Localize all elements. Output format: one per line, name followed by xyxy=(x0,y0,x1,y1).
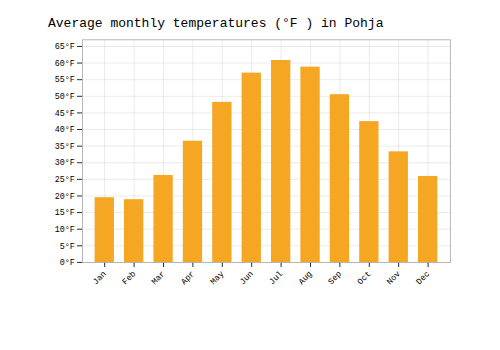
svg-text:55°F: 55°F xyxy=(55,75,75,85)
svg-text:Nov: Nov xyxy=(385,269,403,287)
svg-text:60°F: 60°F xyxy=(55,59,75,69)
svg-text:Sep: Sep xyxy=(326,269,344,287)
svg-text:65°F: 65°F xyxy=(55,42,75,52)
svg-text:May: May xyxy=(209,269,227,287)
svg-text:Jun: Jun xyxy=(238,269,256,287)
svg-text:30°F: 30°F xyxy=(55,158,75,168)
svg-text:15°F: 15°F xyxy=(55,208,75,218)
svg-text:Apr: Apr xyxy=(179,269,197,287)
svg-text:Oct: Oct xyxy=(356,269,374,287)
svg-text:Jan: Jan xyxy=(91,269,109,287)
svg-text:10°F: 10°F xyxy=(55,225,75,235)
svg-text:40°F: 40°F xyxy=(55,125,75,135)
svg-text:5°F: 5°F xyxy=(60,241,75,251)
svg-text:0°F: 0°F xyxy=(60,258,75,268)
svg-text:Dec: Dec xyxy=(414,269,432,287)
svg-text:Mar: Mar xyxy=(150,269,168,287)
svg-text:45°F: 45°F xyxy=(55,109,75,119)
svg-text:Aug: Aug xyxy=(297,269,315,287)
svg-text:25°F: 25°F xyxy=(55,175,75,185)
svg-text:Feb: Feb xyxy=(120,269,138,287)
svg-text:20°F: 20°F xyxy=(55,192,75,202)
svg-text:Jul: Jul xyxy=(267,269,285,287)
svg-text:50°F: 50°F xyxy=(55,92,75,102)
html-text:Average monthly temperatures (: Average monthly temperatures (°F ) in Po… xyxy=(48,16,384,31)
svg-text:35°F: 35°F xyxy=(55,142,75,152)
